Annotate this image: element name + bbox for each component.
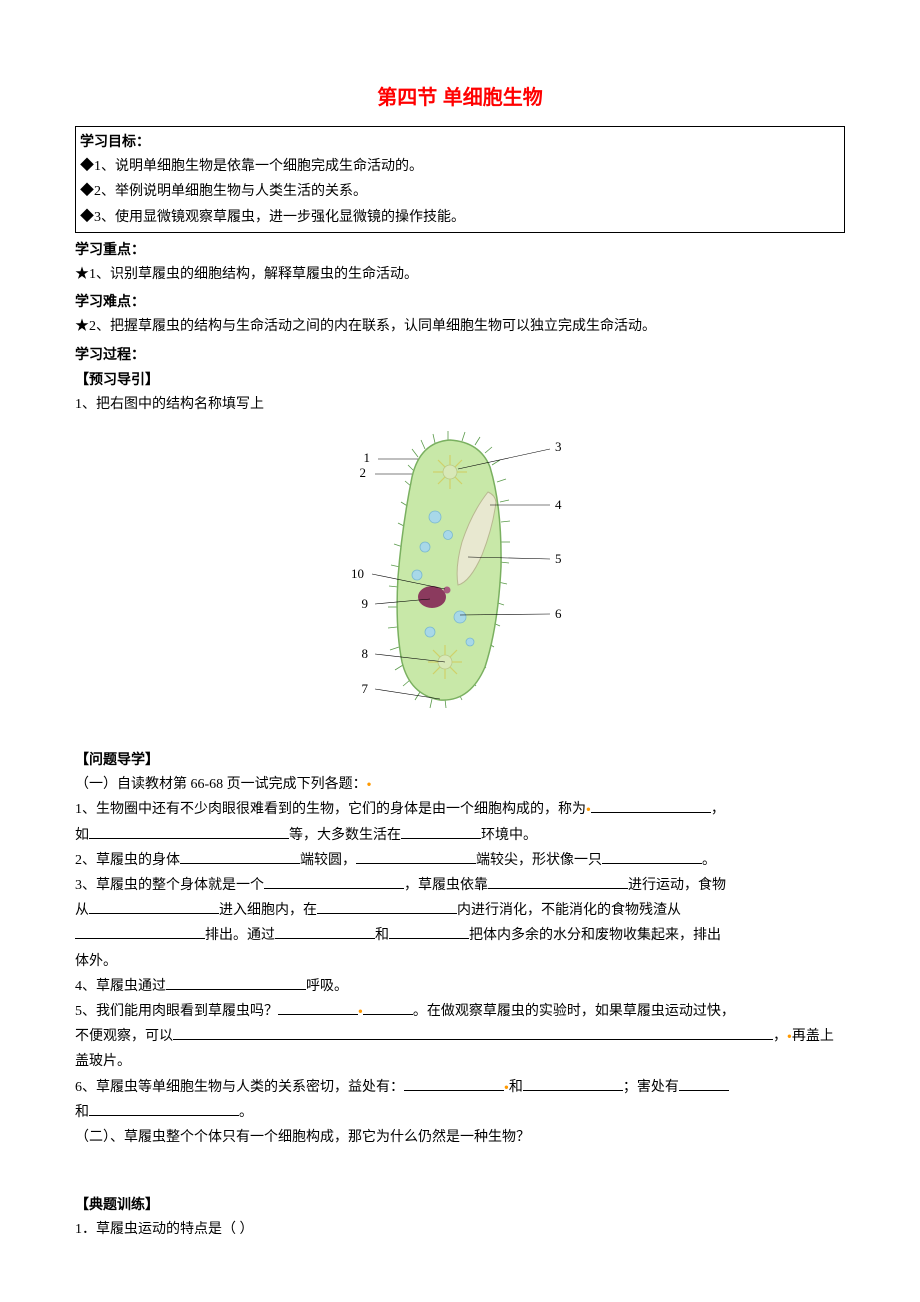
blank[interactable] xyxy=(404,1077,504,1091)
blank[interactable] xyxy=(275,925,375,939)
focus-item: ★1、识别草履虫的细胞结构，解释草履虫的生命活动。 xyxy=(75,262,845,287)
blank[interactable] xyxy=(356,850,476,864)
food-vacuole xyxy=(425,627,435,637)
blank[interactable] xyxy=(89,900,219,914)
exercises-heading: 【典题训练】 xyxy=(75,1192,845,1217)
difficulty-item: ★2、把握草履虫的结构与生命活动之间的内在联系，认同单细胞生物可以独立完成生命活… xyxy=(75,314,845,339)
q3-line2: 从进入细胞内，在内进行消化，不能消化的食物残渣从 xyxy=(75,898,845,923)
section-a: （一）自读教材第 66-68 页一试完成下列各题：● xyxy=(75,772,845,797)
blank[interactable] xyxy=(264,875,404,889)
q5-line1: 5、我们能用肉眼看到草履虫吗？●。在做观察草履虫的实验时，如果草履虫运动过快， xyxy=(75,999,845,1024)
q4: 4、草履虫通过呼吸。 xyxy=(75,974,845,999)
micronucleus xyxy=(444,587,451,594)
q5-line3: 盖玻片。 xyxy=(75,1049,845,1074)
blank[interactable] xyxy=(278,1001,358,1015)
label-10: 10 xyxy=(351,566,364,581)
label-2: 2 xyxy=(360,465,367,480)
macronucleus xyxy=(418,586,446,608)
food-vacuole xyxy=(454,611,466,623)
q6-line1: 6、草履虫等单细胞生物与人类的关系密切，益处有：●和；害处有 xyxy=(75,1075,845,1100)
blank[interactable] xyxy=(523,1077,623,1091)
blank[interactable] xyxy=(89,1102,239,1116)
section-b: （二）、草履虫整个个体只有一个细胞构成，那它为什么仍然是一种生物？ xyxy=(75,1125,845,1150)
paramecium-svg: 1 2 3 4 5 6 7 8 9 10 xyxy=(290,427,630,717)
blank[interactable] xyxy=(173,1026,773,1040)
blank[interactable] xyxy=(602,850,702,864)
exercises-block: 【典题训练】 1．草履虫运动的特点是（ ） xyxy=(75,1192,845,1242)
blank[interactable] xyxy=(166,976,306,990)
q3-line3: 排出。通过和把体内多余的水分和废物收集起来，排出 xyxy=(75,923,845,948)
label-5: 5 xyxy=(555,551,562,566)
q3-line1: 3、草履虫的整个身体就是一个，草履虫依靠进行运动，食物 xyxy=(75,873,845,898)
label-1: 1 xyxy=(364,450,371,465)
blank[interactable] xyxy=(89,825,289,839)
contractile-vacuole-top xyxy=(433,455,467,489)
difficulty-heading: 学习难点： xyxy=(75,289,845,314)
goal-item-2: ◆2、举例说明单细胞生物与人类生活的关系。 xyxy=(80,179,840,204)
questions-block: 【问题导学】 （一）自读教材第 66-68 页一试完成下列各题：● 1、生物圈中… xyxy=(75,747,845,1150)
q6-line2: 和。 xyxy=(75,1100,845,1125)
food-vacuole xyxy=(412,570,422,580)
dot-icon: ● xyxy=(367,780,372,789)
focus-heading: 学习重点： xyxy=(75,237,845,262)
process-heading: 学习过程： xyxy=(75,342,845,367)
blank[interactable] xyxy=(75,925,205,939)
label-9: 9 xyxy=(362,596,369,611)
cell-diagram: 1 2 3 4 5 6 7 8 9 10 xyxy=(75,427,845,727)
q1-line2: 如等，大多数生活在环境中。 xyxy=(75,823,845,848)
q1-line1: 1、生物圈中还有不少肉眼很难看到的生物，它们的身体是由一个细胞构成的，称为●， xyxy=(75,797,845,822)
goal-item-3: ◆3、使用显微镜观察草履虫，进一步强化显微镜的操作技能。 xyxy=(80,205,840,230)
blank[interactable] xyxy=(488,875,628,889)
preview-q1: 1、把右图中的结构名称填写上 xyxy=(75,392,845,417)
blank[interactable] xyxy=(591,799,711,813)
goals-box: 学习目标： ◆1、说明单细胞生物是依靠一个细胞完成生命活动的。 ◆2、举例说明单… xyxy=(75,126,845,233)
difficulty-block: 学习难点： ★2、把握草履虫的结构与生命活动之间的内在联系，认同单细胞生物可以独… xyxy=(75,289,845,339)
blank[interactable] xyxy=(401,825,481,839)
blank[interactable] xyxy=(180,850,300,864)
goals-heading: 学习目标： xyxy=(80,129,840,154)
blank[interactable] xyxy=(389,925,469,939)
focus-block: 学习重点： ★1、识别草履虫的细胞结构，解释草履虫的生命活动。 xyxy=(75,237,845,287)
q3-line4: 体外。 xyxy=(75,949,845,974)
blank[interactable] xyxy=(363,1001,413,1015)
food-vacuole xyxy=(429,511,441,523)
goal-item-1: ◆1、说明单细胞生物是依靠一个细胞完成生命活动的。 xyxy=(80,154,840,179)
food-vacuole xyxy=(466,638,474,646)
questions-heading: 【问题导学】 xyxy=(75,747,845,772)
label-3: 3 xyxy=(555,439,562,454)
exercise-q1: 1．草履虫运动的特点是（ ） xyxy=(75,1217,845,1242)
q2: 2、草履虫的身体端较圆，端较尖，形状像一只。 xyxy=(75,848,845,873)
preview-heading: 【预习导引】 xyxy=(75,367,845,392)
label-4: 4 xyxy=(555,497,562,512)
process-block: 学习过程： 【预习导引】 1、把右图中的结构名称填写上 xyxy=(75,342,845,418)
food-vacuole xyxy=(444,531,453,540)
label-8: 8 xyxy=(362,646,369,661)
food-vacuole xyxy=(420,542,430,552)
blank[interactable] xyxy=(317,900,457,914)
label-6: 6 xyxy=(555,606,562,621)
q5-line2: 不便观察，可以，●再盖上 xyxy=(75,1024,845,1049)
blank[interactable] xyxy=(679,1077,729,1091)
label-7: 7 xyxy=(362,681,369,696)
page-title: 第四节 单细胞生物 xyxy=(75,80,845,116)
